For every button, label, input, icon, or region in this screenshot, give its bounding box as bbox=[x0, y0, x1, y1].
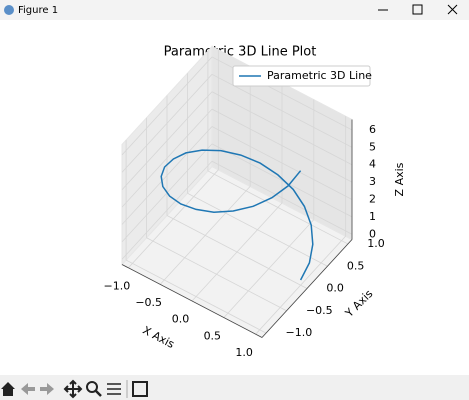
toolbar bbox=[0, 375, 469, 400]
grid-line bbox=[121, 74, 213, 173]
grid-line bbox=[121, 91, 213, 190]
x-tick-label: −1.0 bbox=[104, 280, 131, 293]
grid-line bbox=[146, 237, 287, 312]
z-tick-label: 0 bbox=[369, 227, 376, 240]
close[interactable] bbox=[447, 4, 458, 15]
pan-button[interactable] bbox=[63, 379, 83, 399]
legend: Parametric 3D Line bbox=[232, 65, 372, 87]
window-title: Figure 1 bbox=[18, 5, 58, 16]
grid-line bbox=[121, 161, 213, 260]
home-button[interactable] bbox=[1, 382, 15, 396]
grid-line bbox=[121, 56, 213, 156]
chart-title: Parametric 3D Line Plot bbox=[164, 45, 317, 60]
grid-line bbox=[211, 91, 353, 166]
z-tick-label: 5 bbox=[369, 140, 376, 153]
grid-line bbox=[211, 108, 353, 183]
grid-line bbox=[211, 143, 353, 218]
grid-line bbox=[121, 108, 213, 208]
legend-label: Parametric 3D Line bbox=[267, 69, 372, 82]
grid-line bbox=[121, 126, 213, 225]
app-icon bbox=[4, 5, 14, 15]
grid-line bbox=[207, 170, 349, 245]
z-tick-label: 4 bbox=[369, 158, 376, 171]
save-button[interactable] bbox=[132, 381, 148, 397]
subplots-button[interactable] bbox=[107, 383, 121, 395]
x-tick-label: 1.0 bbox=[235, 346, 253, 359]
back-button[interactable] bbox=[21, 383, 35, 395]
grid-line bbox=[125, 259, 267, 334]
line-3d bbox=[160, 149, 314, 281]
y-tick-label: −0.5 bbox=[306, 304, 333, 317]
grid-line bbox=[211, 126, 353, 200]
zoom-button[interactable] bbox=[86, 381, 98, 393]
maximize[interactable] bbox=[412, 4, 423, 15]
z-tick-label: 2 bbox=[369, 193, 376, 206]
z-tick-label: 6 bbox=[369, 123, 376, 136]
axis-line bbox=[121, 264, 263, 338]
z-axis-label: Z Axis bbox=[393, 162, 406, 196]
y-tick-label: 0.5 bbox=[347, 259, 365, 272]
zoom-handle bbox=[95, 390, 102, 397]
y-tick-label: −1.0 bbox=[285, 326, 312, 339]
y-tick-label: 1.0 bbox=[367, 237, 385, 250]
y-tick-label: 0.0 bbox=[326, 282, 344, 295]
x-tick-label: −0.5 bbox=[135, 296, 162, 309]
forward-button[interactable] bbox=[40, 383, 54, 395]
legend-box bbox=[232, 65, 371, 87]
z-tick-label: 3 bbox=[369, 175, 376, 188]
x-tick-label: 0.0 bbox=[172, 313, 190, 326]
grid-line bbox=[187, 192, 328, 267]
z-tick-label: 1 bbox=[369, 210, 376, 223]
grid-line bbox=[166, 215, 308, 289]
x-tick-label: 0.5 bbox=[204, 329, 222, 342]
axis-line bbox=[261, 239, 353, 338]
title-bar bbox=[0, 0, 469, 20]
grid-line bbox=[211, 160, 353, 235]
